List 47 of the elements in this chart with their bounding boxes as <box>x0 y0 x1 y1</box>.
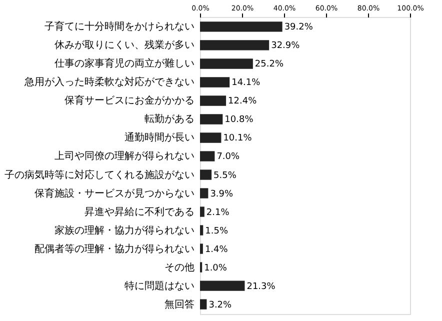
data-label: 10.1% <box>223 134 252 144</box>
data-label: 39.2% <box>284 22 314 33</box>
data-label: 10.8% <box>224 115 254 126</box>
bar <box>200 170 212 180</box>
data-label: 3.9% <box>210 189 234 200</box>
data-label: 5.5% <box>214 170 237 181</box>
bar <box>200 244 203 254</box>
y-tick-label: 家族の理解・協力が得られない <box>54 224 194 236</box>
data-label: 12.4% <box>228 96 258 107</box>
bar <box>200 206 204 217</box>
bar <box>200 188 208 198</box>
y-tick-label: 休みが取りにくい、残業が多い <box>54 39 194 52</box>
bar <box>200 58 253 69</box>
data-label: 1.4% <box>204 244 228 255</box>
y-tick-label: 転勤がある <box>144 113 194 126</box>
bar <box>200 299 207 310</box>
bar <box>200 132 222 143</box>
y-tick-label: その他 <box>164 261 194 274</box>
data-label: 14.1% <box>232 78 261 88</box>
y-tick-label: 昇進や昇給に不利である <box>84 206 194 218</box>
y-tick-label: 保育サービスにお金がかかる <box>64 94 194 107</box>
bar <box>200 151 215 162</box>
y-tick-label: 保育施設・サービスが見つからない <box>34 187 194 200</box>
y-tick-label: 通勤時間が長い <box>124 132 194 144</box>
data-label: 2.1% <box>206 208 230 218</box>
data-label: 1.0% <box>204 263 228 274</box>
y-tick-label: 仕事の家事育児の両立が難しい <box>54 58 194 70</box>
y-tick-label: 急用が入った時柔軟な対応ができない <box>24 76 194 88</box>
data-label: 1.5% <box>205 226 228 236</box>
y-tick-label: 無回答 <box>164 298 194 310</box>
data-label: 21.3% <box>246 282 276 292</box>
data-label: 3.2% <box>208 300 232 310</box>
data-label: 7.0% <box>216 152 240 162</box>
data-label: 25.2% <box>254 60 284 70</box>
y-tick-label: 子育てに十分時間をかけられない <box>44 20 194 33</box>
y-tick-label: 特に問題はない <box>124 280 194 292</box>
bar <box>200 114 223 124</box>
bar <box>200 40 270 50</box>
bar <box>200 96 226 106</box>
bar <box>200 225 204 236</box>
bar <box>200 280 245 291</box>
y-tick-label: 上司や同僚の理解が得られない <box>54 150 194 162</box>
data-label: 32.9% <box>271 41 300 52</box>
bar <box>200 77 230 88</box>
y-tick-label: 配偶者等の理解・協力が得られない <box>34 242 194 255</box>
y-tick-label: 子の病気時等に対応してくれる施設がない <box>4 168 194 181</box>
bar <box>200 22 282 32</box>
